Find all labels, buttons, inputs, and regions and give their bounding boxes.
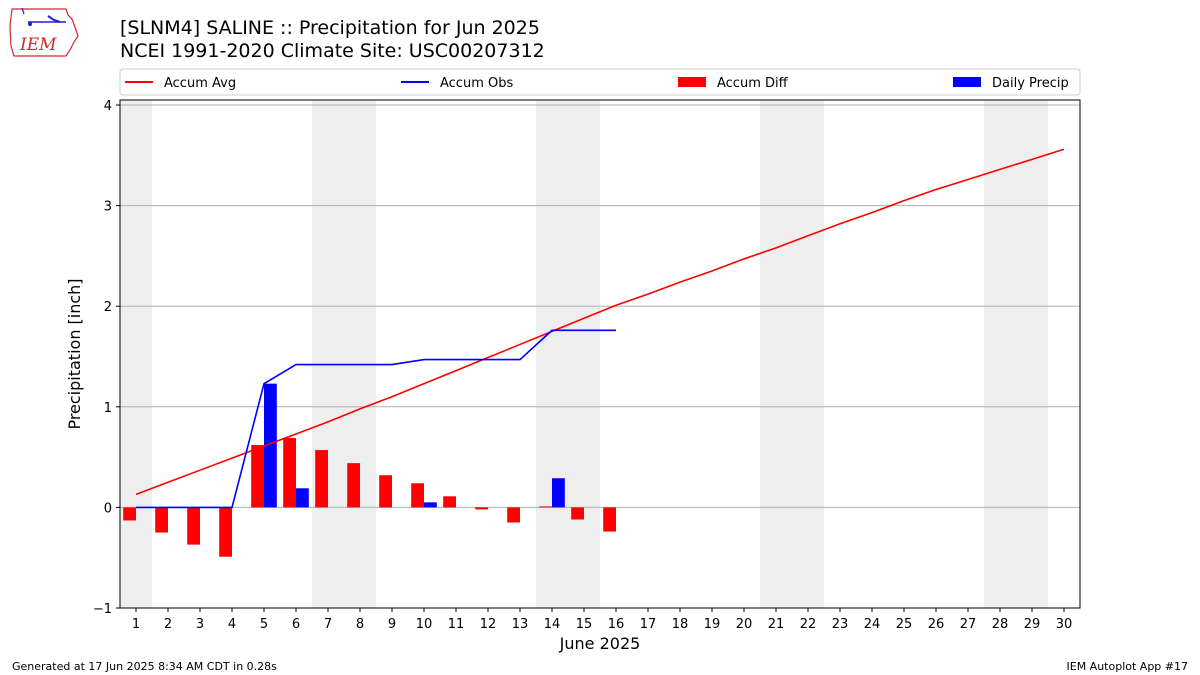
x-tick-label: 20 bbox=[736, 617, 753, 632]
legend-label-accum-diff: Accum Diff bbox=[717, 76, 789, 91]
x-tick-label: 11 bbox=[448, 617, 465, 632]
legend-swatch-daily-precip bbox=[953, 77, 981, 87]
x-tick-label: 8 bbox=[356, 617, 364, 632]
x-tick-label: 22 bbox=[800, 617, 817, 632]
chart-title: [SLNM4] SALINE :: Precipitation for Jun … bbox=[120, 17, 540, 39]
x-axis: 1 2 3 4 5 6 7 8 9 10 11 12 13 14 15 16 17 18 19 20 21 22 23 24 2… bbox=[132, 608, 1072, 632]
accum-diff-bar bbox=[315, 450, 328, 508]
x-tick-label: 25 bbox=[896, 617, 913, 632]
gridlines bbox=[120, 104, 1080, 508]
x-tick-label: 24 bbox=[864, 617, 881, 632]
y-tick-label: −1 bbox=[93, 602, 112, 617]
y-tick-label: 2 bbox=[104, 300, 112, 315]
x-tick-label: 18 bbox=[672, 617, 689, 632]
plot-frame bbox=[119, 99, 1081, 609]
weekend-band bbox=[760, 100, 792, 608]
x-tick-label: 17 bbox=[640, 617, 657, 632]
x-tick-label: 28 bbox=[992, 617, 1009, 632]
y-tick-label: 0 bbox=[104, 501, 112, 516]
accum-diff-bar bbox=[443, 496, 456, 508]
y-tick-label: 4 bbox=[104, 99, 112, 114]
weekend-band bbox=[120, 100, 152, 608]
accum-diff-bar bbox=[603, 507, 616, 532]
x-tick-label: 7 bbox=[324, 617, 332, 632]
x-tick-label: 16 bbox=[608, 617, 625, 632]
accum-diff-bar bbox=[347, 463, 360, 508]
accum-obs-line bbox=[136, 329, 616, 509]
x-tick-label: 1 bbox=[132, 617, 140, 632]
weekend-bands bbox=[120, 100, 1048, 608]
x-tick-label: 29 bbox=[1024, 617, 1041, 632]
accum-diff-bar bbox=[155, 507, 168, 533]
x-tick-label: 21 bbox=[768, 617, 785, 632]
legend-label-daily-precip: Daily Precip bbox=[992, 76, 1069, 91]
x-axis-label: June 2025 bbox=[559, 634, 641, 653]
accum-diff-bar bbox=[411, 483, 424, 508]
x-tick-label: 9 bbox=[388, 617, 396, 632]
accum-diff-bar bbox=[507, 507, 520, 523]
x-tick-label: 12 bbox=[480, 617, 497, 632]
lines bbox=[135, 148, 1065, 509]
daily-precip-bar bbox=[264, 383, 277, 508]
daily-precip-bar bbox=[552, 478, 565, 508]
weekend-band bbox=[344, 100, 376, 608]
iem-logo: IEM bbox=[9, 7, 79, 57]
y-tick-label: 1 bbox=[104, 401, 112, 416]
x-tick-label: 10 bbox=[416, 617, 433, 632]
x-tick-label: 26 bbox=[928, 617, 945, 632]
bars bbox=[123, 383, 616, 557]
x-tick-label: 27 bbox=[960, 617, 977, 632]
weekend-band bbox=[312, 100, 344, 608]
y-tick-label: 3 bbox=[104, 200, 112, 215]
logo-text: IEM bbox=[19, 35, 57, 55]
weekend-band bbox=[792, 100, 824, 608]
legend-box bbox=[119, 68, 1081, 96]
legend-label-accum-avg: Accum Avg bbox=[164, 76, 236, 91]
accum-diff-bar bbox=[379, 475, 392, 508]
x-tick-label: 23 bbox=[832, 617, 849, 632]
accum-diff-bar bbox=[123, 507, 136, 521]
chart-subtitle: NCEI 1991-2020 Climate Site: USC00207312 bbox=[120, 40, 545, 62]
accum-diff-bar bbox=[187, 507, 200, 545]
weekend-band bbox=[984, 100, 1016, 608]
accum-diff-bar bbox=[571, 507, 584, 520]
weekend-band bbox=[1016, 100, 1048, 608]
x-tick-label: 4 bbox=[228, 617, 236, 632]
accum-diff-bar bbox=[475, 507, 488, 510]
iowa-outline-icon bbox=[9, 8, 79, 57]
weekend-band bbox=[568, 100, 600, 608]
daily-precip-bar bbox=[424, 502, 437, 508]
x-tick-label: 30 bbox=[1056, 617, 1073, 632]
daily-precip-bar bbox=[296, 488, 309, 508]
x-tick-label: 3 bbox=[196, 617, 204, 632]
accum-diff-bar bbox=[283, 437, 296, 508]
x-tick-label: 2 bbox=[164, 617, 172, 632]
accum-diff-bar bbox=[219, 507, 232, 557]
legend: Accum Avg Accum Obs Accum Diff Daily Precip bbox=[119, 68, 1081, 96]
y-axis-label: Precipitation [inch] bbox=[65, 278, 84, 429]
x-tick-label: 6 bbox=[292, 617, 300, 632]
weekend-band bbox=[536, 100, 568, 608]
x-tick-label: 19 bbox=[704, 617, 721, 632]
legend-swatch-accum-diff bbox=[678, 77, 706, 87]
accum-diff-bar bbox=[539, 506, 552, 508]
x-tick-label: 15 bbox=[576, 617, 593, 632]
generated-timestamp: Generated at 17 Jun 2025 8:34 AM CDT in … bbox=[12, 660, 277, 673]
accum-diff-bar bbox=[251, 445, 264, 508]
app-credit: IEM Autoplot App #17 bbox=[1066, 660, 1189, 673]
y-axis: −1 0 1 2 3 4 bbox=[93, 99, 120, 617]
x-tick-label: 13 bbox=[512, 617, 529, 632]
x-tick-label: 14 bbox=[544, 617, 561, 632]
legend-label-accum-obs: Accum Obs bbox=[440, 76, 513, 91]
x-tick-label: 5 bbox=[260, 617, 268, 632]
accum-avg-line bbox=[135, 148, 1065, 496]
